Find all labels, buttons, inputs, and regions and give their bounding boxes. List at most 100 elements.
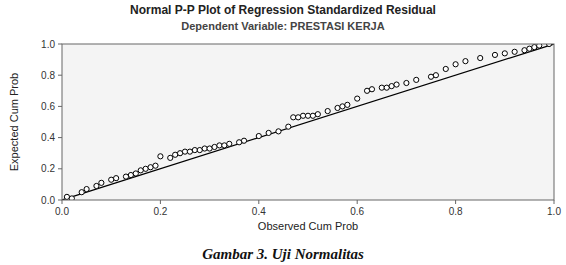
- x-axis-label: Observed Cum Prob: [258, 220, 358, 232]
- point: [428, 74, 433, 79]
- y-tick: [58, 200, 62, 201]
- y-axis-label: Expected Cum Prob: [8, 73, 20, 171]
- point: [212, 144, 217, 149]
- point: [197, 147, 202, 152]
- point: [222, 143, 227, 148]
- y-tick: [58, 75, 62, 76]
- x-tick-label: 1.0: [547, 206, 561, 217]
- point: [138, 168, 143, 173]
- point: [202, 146, 207, 151]
- point: [109, 177, 114, 182]
- point: [173, 152, 178, 157]
- x-tick: [455, 200, 456, 204]
- point: [79, 190, 84, 195]
- point: [433, 73, 438, 78]
- point: [217, 143, 222, 148]
- x-tick-label: 0.2: [153, 206, 167, 217]
- point: [266, 130, 271, 135]
- point: [443, 66, 448, 71]
- point: [192, 147, 197, 152]
- y-tick: [58, 168, 62, 169]
- point: [300, 113, 305, 118]
- y-tick-label: 0.8: [41, 70, 55, 81]
- point: [379, 85, 384, 90]
- x-tick: [258, 200, 259, 204]
- point: [227, 141, 232, 146]
- point: [532, 45, 537, 50]
- point: [291, 115, 296, 120]
- point: [296, 115, 301, 120]
- point: [133, 171, 138, 176]
- point: [286, 124, 291, 129]
- point: [241, 138, 246, 143]
- y-tick-label: 0.4: [41, 132, 55, 143]
- point: [237, 140, 242, 145]
- point: [305, 113, 310, 118]
- y-tick: [58, 106, 62, 107]
- point: [369, 87, 374, 92]
- point: [94, 183, 99, 188]
- x-tick-label: 0.4: [252, 206, 266, 217]
- point: [310, 113, 315, 118]
- point: [114, 176, 119, 181]
- x-tick: [160, 200, 161, 204]
- point: [99, 180, 104, 185]
- point: [384, 85, 389, 90]
- point: [394, 82, 399, 87]
- plot-area: [62, 44, 554, 200]
- point: [64, 194, 69, 199]
- point: [453, 62, 458, 67]
- point: [182, 149, 187, 154]
- point: [207, 146, 212, 151]
- y-tick-label: 0.6: [41, 101, 55, 112]
- point: [335, 105, 340, 110]
- point: [522, 48, 527, 53]
- point: [512, 49, 517, 54]
- y-tick-label: 0.2: [41, 163, 55, 174]
- y-tick: [58, 44, 62, 45]
- x-tick: [62, 200, 63, 204]
- reference-line: [62, 44, 554, 200]
- point: [177, 151, 182, 156]
- point: [158, 154, 163, 159]
- point: [187, 149, 192, 154]
- point: [276, 129, 281, 134]
- point: [69, 196, 74, 200]
- plot-marks: [62, 44, 554, 200]
- point: [527, 46, 532, 51]
- point: [404, 80, 409, 85]
- x-tick: [554, 200, 555, 204]
- point: [414, 77, 419, 82]
- title: Normal P-P Plot of Regression Standardiz…: [130, 3, 436, 17]
- point: [345, 102, 350, 107]
- point: [355, 96, 360, 101]
- point: [463, 59, 468, 64]
- x-tick-label: 0.6: [350, 206, 364, 217]
- chart: Normal P-P Plot of Regression Standardiz…: [0, 0, 566, 265]
- plot-frame: [62, 44, 554, 200]
- point: [123, 174, 128, 179]
- point: [340, 104, 345, 109]
- y-tick-label: 0.0: [41, 195, 55, 206]
- point: [325, 108, 330, 113]
- subtitle: Dependent Variable: PRESTASI KERJA: [181, 20, 384, 32]
- y-tick: [58, 137, 62, 138]
- point: [128, 172, 133, 177]
- x-tick: [357, 200, 358, 204]
- point: [148, 165, 153, 170]
- x-tick-label: 0.8: [449, 206, 463, 217]
- point: [389, 84, 394, 89]
- point: [153, 163, 158, 168]
- point: [168, 155, 173, 160]
- caption: Gambar 3. Uji Normalitas: [202, 246, 364, 262]
- point: [478, 55, 483, 60]
- point: [315, 112, 320, 117]
- y-tick-label: 1.0: [41, 39, 55, 50]
- point: [537, 44, 542, 48]
- point: [364, 88, 369, 93]
- x-tick-label: 0.0: [55, 206, 69, 217]
- point: [84, 186, 89, 191]
- point: [256, 133, 261, 138]
- point: [143, 166, 148, 171]
- point: [502, 51, 507, 56]
